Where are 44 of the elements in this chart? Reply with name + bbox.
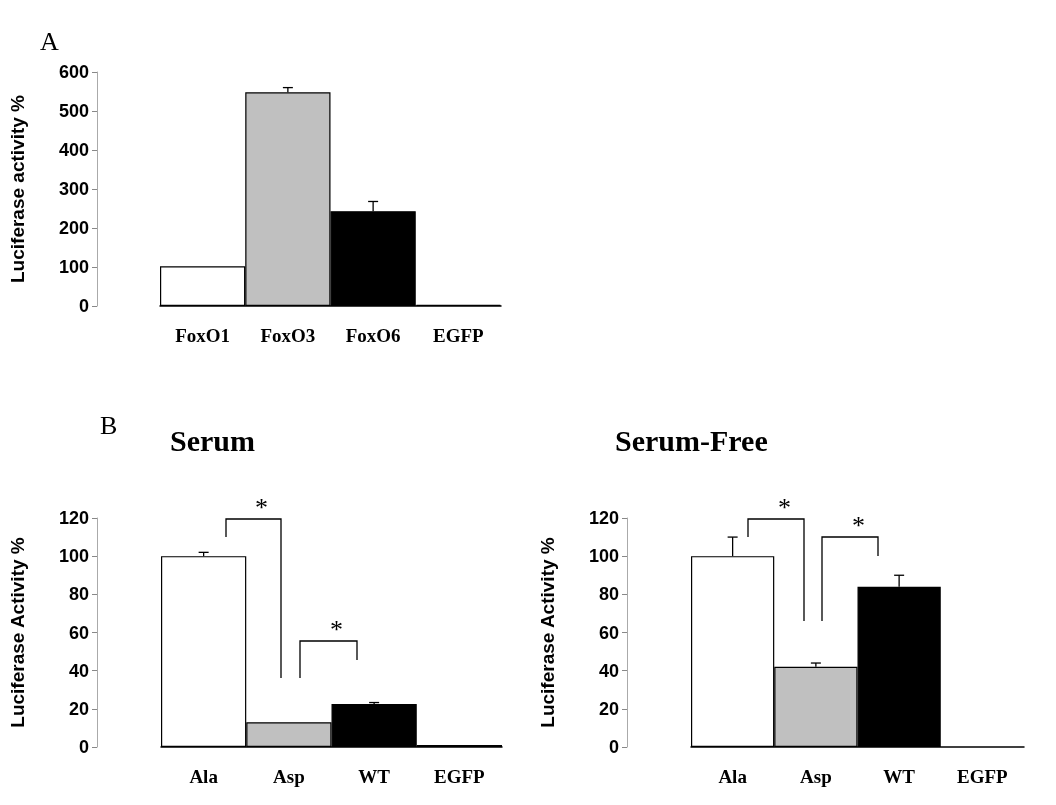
y-tick-label: 60 — [68, 622, 89, 643]
y-tick-label: 300 — [58, 179, 89, 199]
chart-title: Serum — [170, 423, 255, 457]
y-tick-label: 120 — [588, 508, 619, 528]
annotation: * — [330, 614, 343, 644]
x-tick-label: FoxO6 — [345, 325, 401, 346]
annotation: * — [778, 492, 791, 522]
y-tick-label: 60 — [598, 622, 619, 643]
annotation: * — [852, 510, 865, 540]
x-tick-label: Ala — [718, 766, 748, 787]
y-tick-label: 40 — [598, 660, 619, 681]
x-tick-label: FoxO1 — [175, 325, 231, 346]
y-axis-title: Luciferase Activity % — [537, 537, 558, 728]
y-tick-label: 200 — [58, 218, 89, 238]
y-tick-label: 40 — [68, 660, 89, 681]
y-tick-label: 100 — [58, 257, 89, 277]
chart-title: Serum-Free — [615, 423, 768, 457]
x-tick-label: Asp — [273, 766, 305, 787]
x-tick-label: EGFP — [434, 766, 486, 787]
y-tick-label: 80 — [68, 584, 89, 605]
text: A — [40, 26, 59, 56]
x-tick-label: WT — [883, 766, 916, 787]
x-tick-label: EGFP — [433, 325, 485, 346]
y-tick-label: 400 — [58, 140, 89, 160]
y-axis-title: Luciferase activity % — [7, 94, 28, 283]
y-tick-label: 120 — [58, 508, 89, 528]
y-tick-label: 80 — [598, 584, 619, 605]
y-tick-label: 0 — [608, 737, 619, 757]
y-tick-label: 0 — [78, 296, 89, 316]
x-tick-label: WT — [358, 766, 391, 787]
y-tick-label: 0 — [78, 737, 89, 757]
y-tick-label: 100 — [588, 546, 619, 567]
x-tick-label: Asp — [800, 766, 832, 787]
text: B — [100, 410, 118, 440]
y-axis-title: Luciferase Activity % — [7, 537, 28, 728]
y-tick-label: 100 — [58, 546, 89, 567]
y-tick-label: 20 — [598, 698, 619, 719]
x-tick-label: Ala — [189, 766, 219, 787]
x-tick-label: EGFP — [957, 766, 1009, 787]
x-tick-label: FoxO3 — [260, 325, 316, 346]
y-tick-label: 500 — [58, 101, 89, 121]
annotation: * — [255, 492, 268, 522]
y-tick-label: 600 — [58, 62, 89, 82]
y-tick-label: 20 — [68, 698, 89, 719]
